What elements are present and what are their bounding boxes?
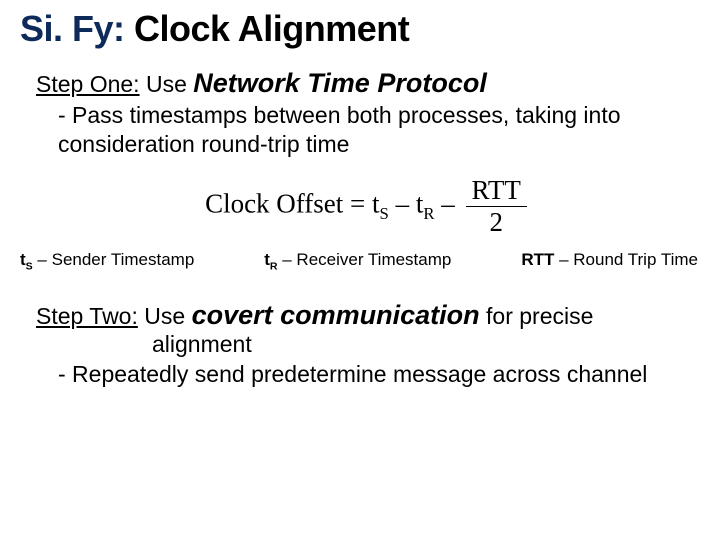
- legend-rtt: RTT – Round Trip Time: [521, 250, 698, 272]
- step-two-line2: alignment: [36, 331, 700, 358]
- clock-offset-formula: Clock Offset = tS – tR – RTT2: [36, 177, 700, 236]
- step-one-use: Use: [140, 71, 194, 97]
- step-two-rest1: for precise: [480, 303, 594, 329]
- step-two-block: Step Two: Use covert communication for p…: [20, 300, 700, 389]
- legend-ts-rest: – Sender Timestamp: [33, 250, 195, 269]
- slide-body: Step One: Use Network Time Protocol - Pa…: [20, 68, 700, 236]
- step-one-bullet: - Pass timestamps between both processes…: [58, 101, 700, 159]
- formula-lhs: Clock Offset =: [205, 188, 372, 218]
- step-two-use: Use: [138, 303, 192, 329]
- legend-ts-sub: S: [26, 260, 33, 272]
- formula-minus2: –: [435, 188, 462, 218]
- formula-frac-den: 2: [466, 207, 527, 236]
- formula-ts-sub: S: [380, 204, 389, 223]
- title-part1: Si. Fy:: [20, 8, 134, 49]
- legend-rtt-label: RTT: [521, 250, 554, 269]
- formula-minus1: –: [389, 188, 416, 218]
- legend-rtt-rest: – Round Trip Time: [554, 250, 698, 269]
- formula-ts-t: t: [372, 188, 380, 218]
- step-one-label: Step One:: [36, 71, 140, 97]
- step-two-bullet: - Repeatedly send predetermine message a…: [58, 360, 700, 389]
- formula-fraction: RTT2: [466, 177, 527, 236]
- legend-tr: tR – Receiver Timestamp: [264, 250, 451, 272]
- legend-tr-sub: R: [270, 260, 278, 272]
- legend-tr-rest: – Receiver Timestamp: [278, 250, 452, 269]
- step-two-line1: Step Two: Use covert communication for p…: [36, 300, 700, 331]
- step-one-emph: Network Time Protocol: [193, 68, 487, 98]
- step-two-label: Step Two:: [36, 303, 138, 329]
- slide-title: Si. Fy: Clock Alignment: [20, 8, 700, 50]
- formula-frac-num: RTT: [466, 177, 527, 207]
- step-one-block: Step One: Use Network Time Protocol - Pa…: [36, 68, 700, 159]
- step-two-rest2: alignment: [152, 331, 252, 357]
- legend-row: tS – Sender Timestamp tR – Receiver Time…: [20, 250, 700, 272]
- legend-ts: tS – Sender Timestamp: [20, 250, 194, 272]
- step-two-emph: covert communication: [192, 300, 480, 330]
- formula-tr-sub: R: [423, 204, 434, 223]
- title-part2: Clock Alignment: [134, 8, 409, 49]
- slide: Si. Fy: Clock Alignment Step One: Use Ne…: [0, 0, 720, 540]
